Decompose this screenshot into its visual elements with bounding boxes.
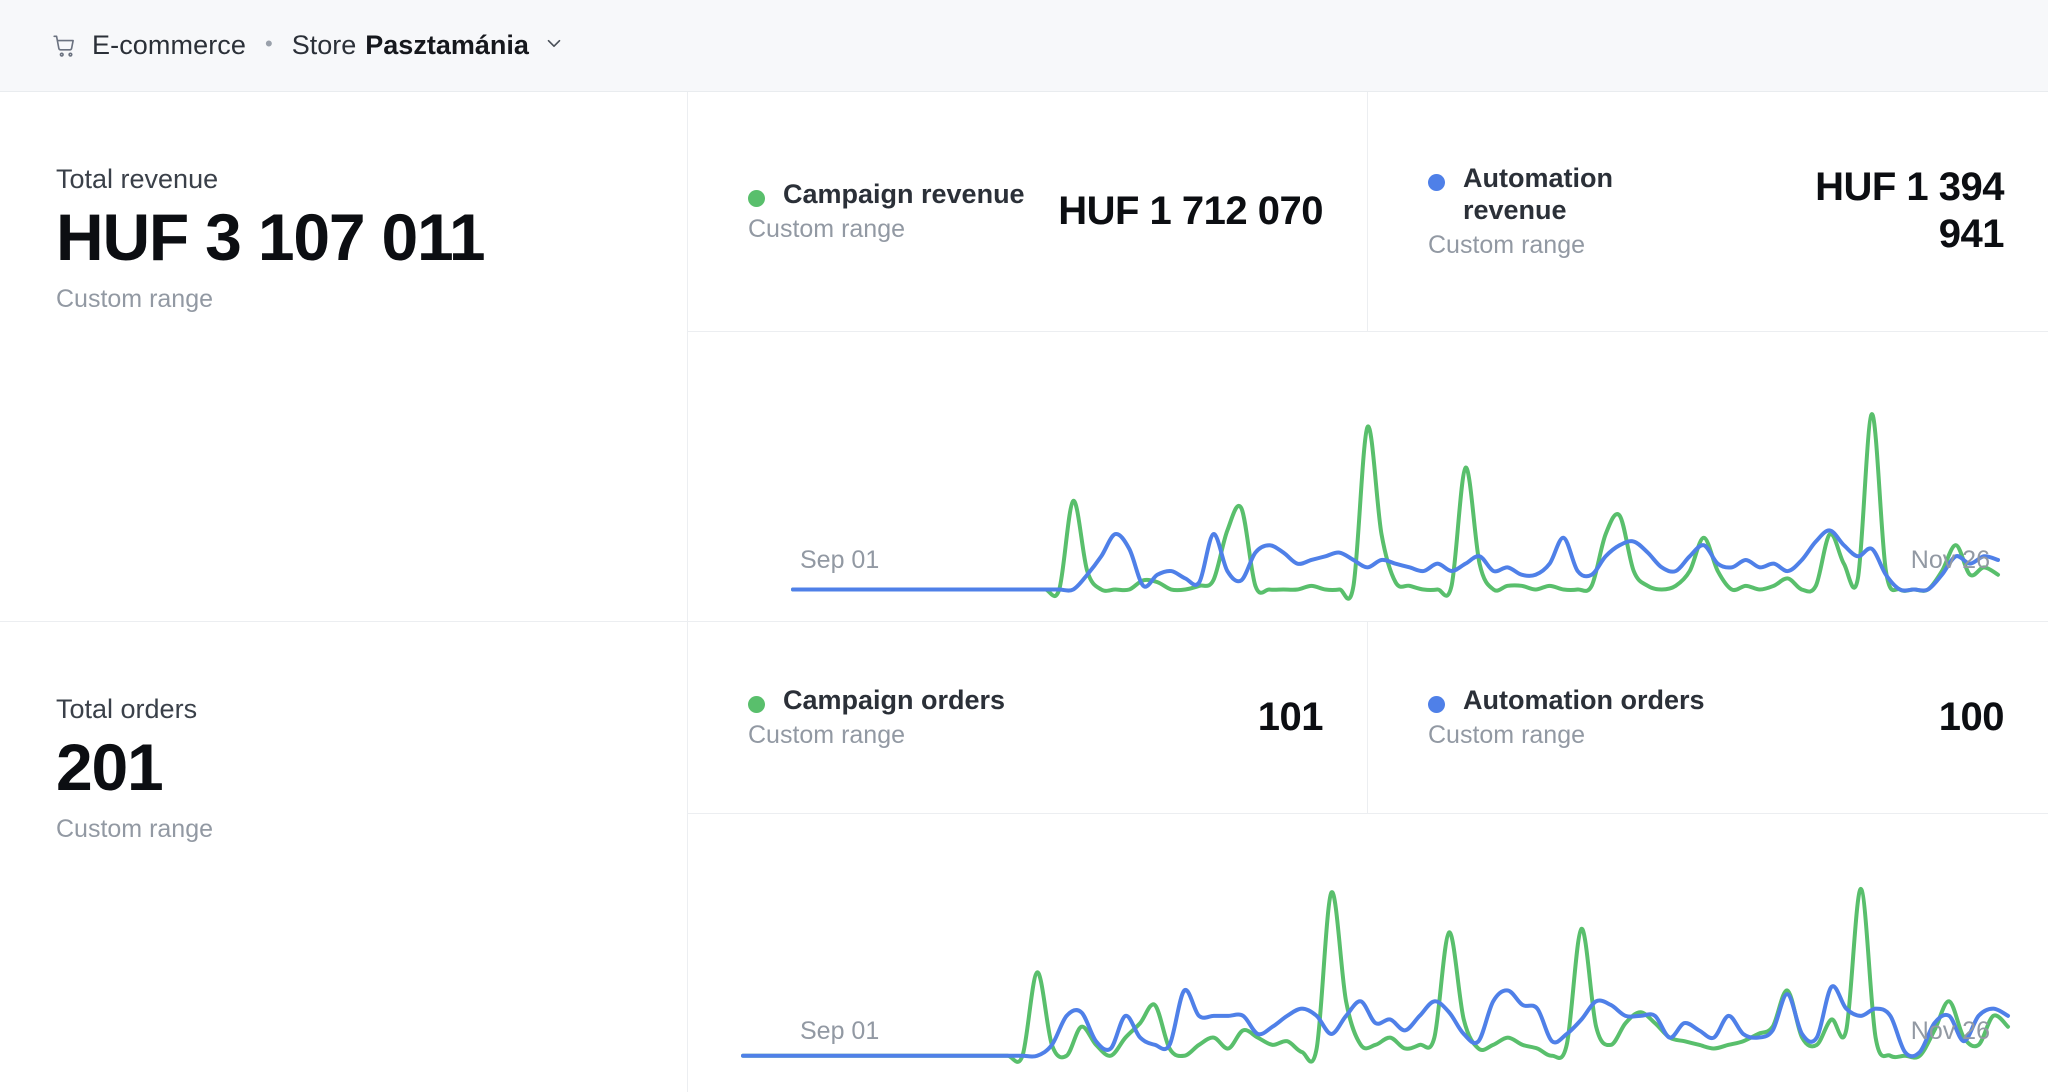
total-orders-value: 201 <box>56 730 164 804</box>
automation-revenue-value: HUF 1 394 941 <box>1815 165 2004 257</box>
shopping-cart-icon <box>52 33 78 59</box>
orders-chart-svg <box>688 814 2048 1092</box>
breadcrumb: E-commerce • Store Pasztamánia <box>52 30 565 61</box>
revenue-row: Total revenue HUF 3 107 011 Custom range… <box>0 92 2048 622</box>
revenue-chart-svg <box>688 332 2048 621</box>
store-selector[interactable]: Store Pasztamánia <box>292 30 565 61</box>
campaign-orders-range: Custom range <box>748 720 906 749</box>
breadcrumb-separator: • <box>265 30 273 56</box>
campaign-revenue-range: Custom range <box>748 214 906 243</box>
orders-right-pane: Campaign orders Custom range 101 Automat… <box>688 622 2048 1092</box>
automation-orders-title: Automation orders <box>1463 685 1705 716</box>
total-revenue-range: Custom range <box>56 284 214 313</box>
automation-revenue-dot-icon <box>1428 173 1445 191</box>
campaign-revenue-value: HUF 1 712 070 <box>1058 188 1323 233</box>
revenue-right-pane: Campaign revenue Custom range HUF 1 712 … <box>688 92 2048 621</box>
breadcrumb-ecommerce[interactable]: E-commerce <box>92 30 247 60</box>
revenue-chart: Sep 01 Nov 26 <box>688 332 2048 621</box>
automation-revenue-title: Automation revenue <box>1463 162 1613 225</box>
automation-revenue-card: Automation revenue Custom range HUF 1 39… <box>1368 92 2048 331</box>
total-revenue-card: Total revenue HUF 3 107 011 Custom range <box>0 92 688 621</box>
total-revenue-value: HUF 3 107 011 <box>56 200 486 274</box>
orders-chart: Sep 01 Nov 26 <box>688 814 2048 1092</box>
campaign-orders-title: Campaign orders <box>783 685 1006 716</box>
campaign-orders-value: 101 <box>1257 694 1324 739</box>
store-label: Store <box>291 30 357 60</box>
campaign-orders-card: Campaign orders Custom range 101 <box>688 622 1368 813</box>
automation-orders-dot-icon <box>1428 696 1445 714</box>
dashboard-grid: Total revenue HUF 3 107 011 Custom range… <box>0 92 2048 1092</box>
automation-revenue-range: Custom range <box>1428 230 1586 259</box>
campaign-revenue-title: Campaign revenue <box>783 178 1025 209</box>
chart-series-line <box>743 986 2008 1056</box>
automation-orders-range: Custom range <box>1428 720 1586 749</box>
revenue-legend-row: Campaign revenue Custom range HUF 1 712 … <box>688 92 2048 332</box>
campaign-revenue-dot-icon <box>748 189 765 207</box>
campaign-orders-dot-icon <box>748 696 765 714</box>
chevron-down-icon[interactable] <box>543 32 565 59</box>
campaign-revenue-card: Campaign revenue Custom range HUF 1 712 … <box>688 92 1368 331</box>
total-orders-range: Custom range <box>56 814 214 843</box>
total-orders-card: Total orders 201 Custom range <box>0 622 688 1092</box>
automation-orders-value: 100 <box>1938 694 2005 739</box>
chart-series-line <box>793 414 1998 599</box>
chart-series-line <box>793 530 1998 590</box>
total-revenue-label: Total revenue <box>56 164 219 194</box>
store-name: Pasztamánia <box>365 30 529 60</box>
orders-legend-row: Campaign orders Custom range 101 Automat… <box>688 622 2048 814</box>
app-header: E-commerce • Store Pasztamánia <box>0 0 2048 92</box>
automation-orders-card: Automation orders Custom range 100 <box>1368 622 2048 813</box>
orders-row: Total orders 201 Custom range Campaign o… <box>0 622 2048 1092</box>
total-orders-label: Total orders <box>56 694 198 724</box>
